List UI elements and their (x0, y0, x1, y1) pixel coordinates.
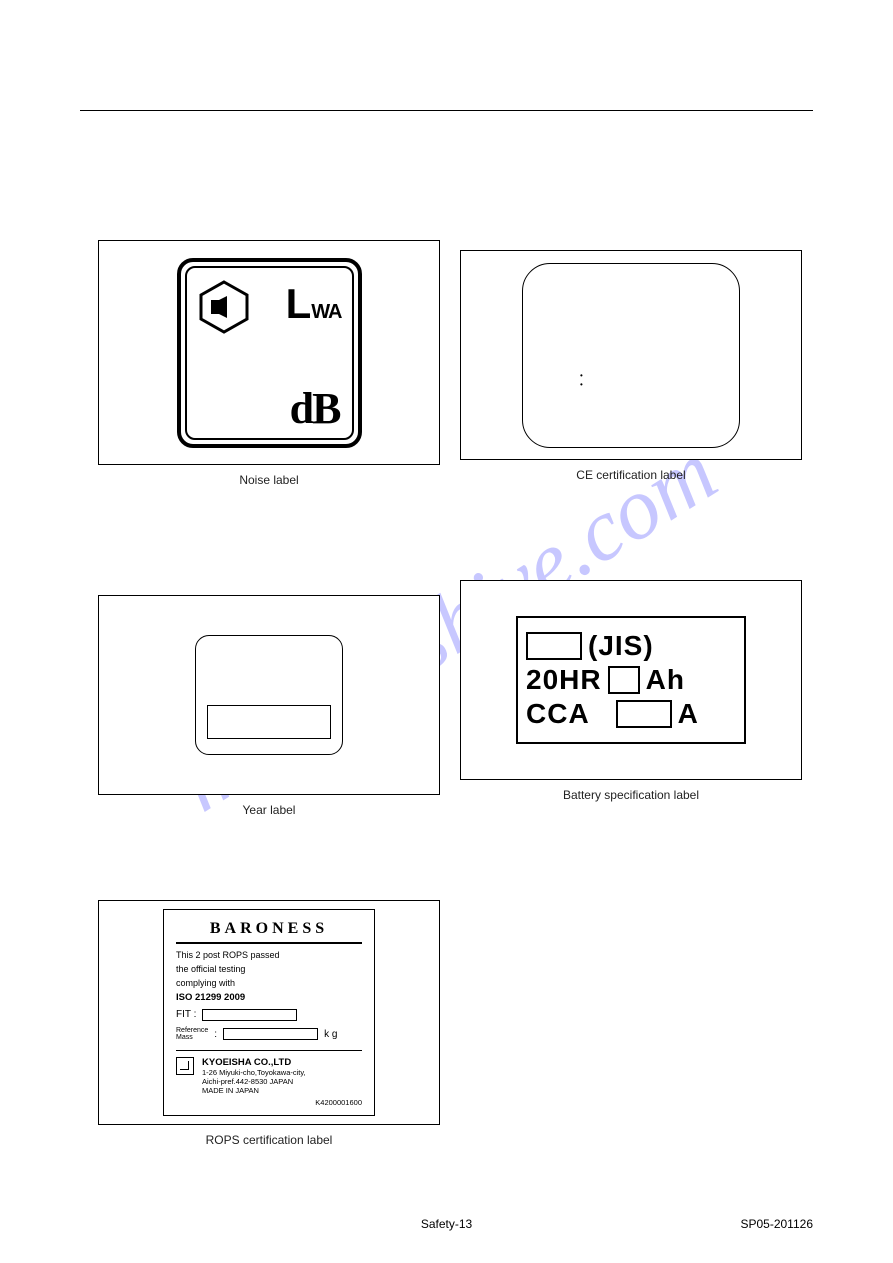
rops-label-box: BARONESS This 2 post ROPS passed the off… (98, 900, 440, 1125)
battery-20hr: 20HR (526, 664, 602, 696)
header-rule (80, 110, 813, 111)
rops-addr1: 1-26 Miyuki-cho,Toyokawa-city, (202, 1068, 306, 1077)
speaker-hex-icon (197, 280, 251, 334)
rops-label-block: BARONESS This 2 post ROPS passed the off… (98, 900, 440, 1147)
rops-addr2: Aichi-pref.442-8530 JAPAN (202, 1077, 306, 1086)
rops-fit-label: FIT : (176, 1009, 196, 1020)
footer-page: Safety-13 (421, 1217, 472, 1231)
ce-label-box: •• (460, 250, 802, 460)
rops-made: MADE IN JAPAN (202, 1086, 306, 1095)
year-plate (195, 635, 343, 755)
noise-label-block: LWA dB Noise label (98, 240, 440, 487)
rops-line1: This 2 post ROPS passed (176, 950, 362, 960)
ce-rounded-plate: •• (522, 263, 740, 448)
db-unit-text: dB (290, 383, 340, 434)
year-caption: Year label (98, 803, 440, 817)
battery-label-box: (JIS) 20HR Ah CCA A (460, 580, 802, 780)
year-label-box (98, 595, 440, 795)
rops-code: K4200001600 (176, 1098, 362, 1107)
footer-doc-id: SP05-201126 (740, 1217, 813, 1231)
rops-company: KYOEISHA CO.,LTD (202, 1057, 306, 1068)
battery-blank-1 (526, 632, 582, 660)
battery-blank-3 (616, 700, 672, 728)
rops-mark-icon (176, 1057, 194, 1075)
rops-fit-field (202, 1009, 297, 1021)
battery-jis: (JIS) (588, 630, 654, 662)
rops-caption: ROPS certification label (98, 1133, 440, 1147)
ce-label-block: •• CE certification label (460, 250, 802, 482)
battery-a: A (678, 698, 699, 730)
noise-caption: Noise label (98, 473, 440, 487)
battery-ah: Ah (646, 664, 685, 696)
rops-ref-label: Reference Mass (176, 1027, 208, 1042)
ce-caption: CE certification label (460, 468, 802, 482)
rops-plate: BARONESS This 2 post ROPS passed the off… (163, 909, 375, 1117)
year-label-block: Year label (98, 595, 440, 817)
noise-label-box: LWA dB (98, 240, 440, 465)
rops-line3-label: complying with (176, 978, 362, 988)
battery-cca: CCA (526, 698, 590, 730)
rops-line2: the official testing (176, 964, 362, 974)
battery-spec-plate: (JIS) 20HR Ah CCA A (516, 616, 746, 744)
noise-db-plate: LWA dB (177, 258, 362, 448)
battery-caption: Battery specification label (460, 788, 802, 802)
lwa-text: LWA (286, 280, 342, 328)
rops-ref-unit: k g (324, 1029, 337, 1040)
battery-label-block: (JIS) 20HR Ah CCA A Battery specificatio… (460, 580, 802, 802)
rops-iso: ISO 21299 2009 (176, 992, 362, 1003)
rops-logo: BARONESS (176, 920, 362, 944)
battery-blank-2 (608, 666, 640, 694)
rops-ref-field (223, 1028, 318, 1040)
